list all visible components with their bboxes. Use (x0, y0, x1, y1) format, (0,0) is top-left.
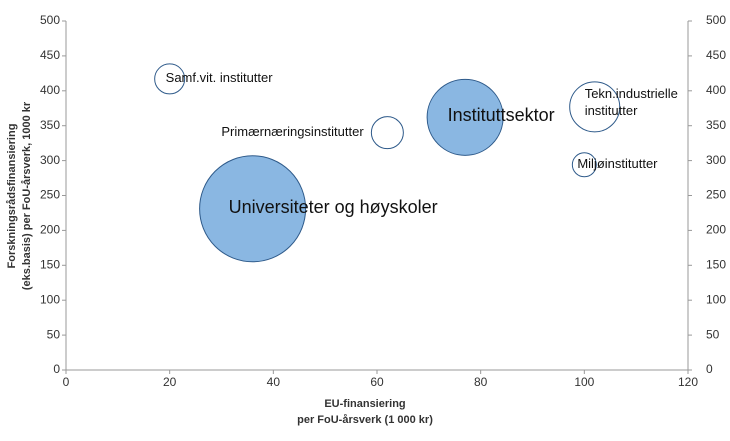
y2-tick-label: 150 (706, 257, 726, 271)
y2-tick-label: 250 (706, 188, 726, 202)
bubble-label: Universiteter og høyskoler (228, 196, 438, 217)
x-tick-label: 100 (574, 375, 594, 389)
x-tick-label: 40 (267, 375, 281, 389)
y-tick-label: 300 (40, 153, 60, 167)
y2-tick-label: 350 (706, 118, 726, 132)
y-tick-label: 200 (40, 223, 60, 237)
x-axis-title: per FoU-årsverk (1 000 kr) (297, 414, 433, 426)
y-tick-label: 50 (47, 327, 61, 341)
y-axis-title: Forskningsrådsfinansiering (6, 124, 18, 269)
bubble-label: Tekn.industrielle institutter (584, 85, 678, 119)
y2-tick-label: 100 (706, 292, 726, 306)
bubble (199, 155, 307, 263)
y-tick-label: 250 (40, 188, 60, 202)
bubble (154, 63, 186, 95)
y2-tick-label: 450 (706, 48, 726, 62)
y-tick-label: 350 (40, 118, 60, 132)
bubble (569, 81, 621, 133)
x-axis-title: EU-finansiering (324, 398, 405, 410)
y-tick-label: 400 (40, 83, 60, 97)
y-tick-label: 100 (40, 292, 60, 306)
y2-tick-label: 50 (706, 327, 720, 341)
bubble (571, 152, 597, 178)
y-tick-label: 150 (40, 257, 60, 271)
x-tick-label: 80 (474, 375, 488, 389)
y-tick-label: 450 (40, 48, 60, 62)
y-axis-title: (eks.basis) per FoU-årsverk, 1000 kr (21, 101, 33, 290)
x-tick-label: 120 (678, 375, 698, 389)
x-tick-label: 20 (163, 375, 177, 389)
y2-tick-label: 0 (706, 362, 713, 376)
y-tick-label: 0 (53, 362, 60, 376)
bubble-label: Instituttsektor (447, 105, 555, 126)
y2-tick-label: 200 (706, 223, 726, 237)
bubble (370, 116, 404, 150)
y2-tick-label: 400 (706, 83, 726, 97)
bubble-label: Primærnæringsinstitutter (221, 123, 364, 139)
y2-tick-label: 300 (706, 153, 726, 167)
bubble-label: Samf.vit. institutter (165, 69, 273, 85)
bubble (426, 78, 504, 156)
x-tick-label: 0 (63, 375, 70, 389)
y-tick-label: 500 (40, 13, 60, 27)
bubble-label: Miljøinstitutter (577, 155, 658, 171)
y2-tick-label: 500 (706, 13, 726, 27)
x-tick-label: 60 (370, 375, 384, 389)
